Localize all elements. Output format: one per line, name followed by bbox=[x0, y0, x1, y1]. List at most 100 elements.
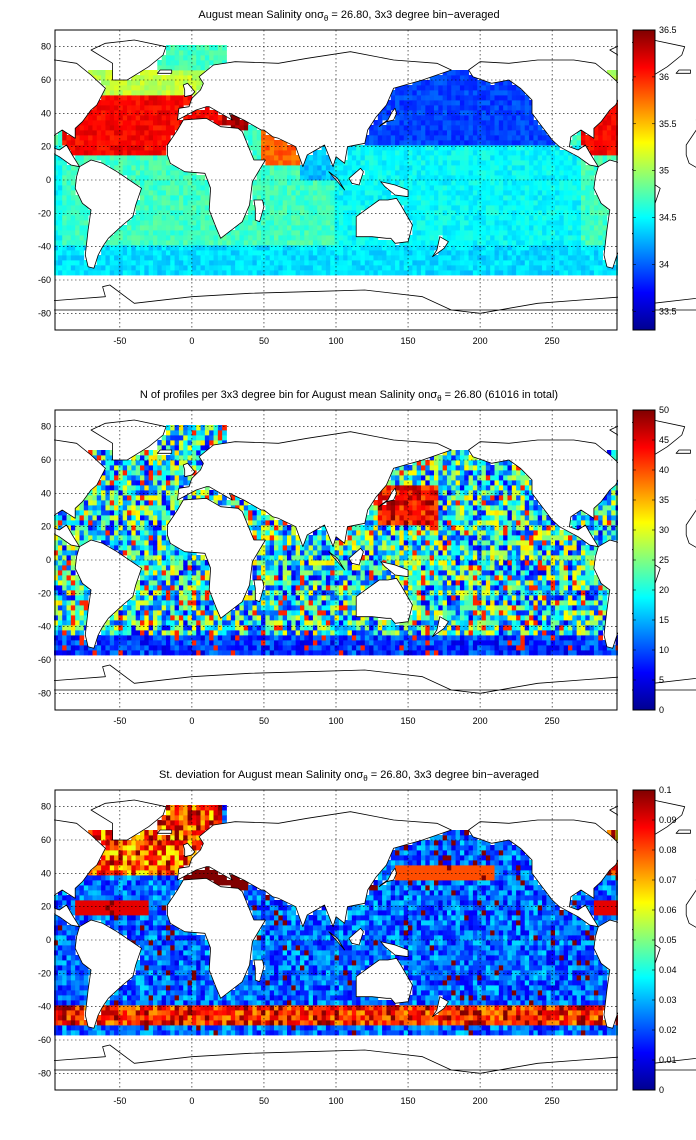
heatmap-cell bbox=[152, 460, 158, 466]
heatmap-cell bbox=[516, 95, 521, 101]
heatmap-cell bbox=[529, 145, 534, 151]
heatmap-cell bbox=[472, 215, 478, 221]
heatmap-cell bbox=[127, 90, 132, 96]
heatmap-cell bbox=[144, 465, 150, 471]
heatmap-cell bbox=[174, 210, 180, 216]
heatmap-cell bbox=[261, 245, 266, 251]
heatmap-cell bbox=[239, 235, 245, 241]
heatmap-cell bbox=[498, 115, 504, 121]
heatmap-cell bbox=[312, 265, 318, 271]
heatmap-cell bbox=[291, 250, 297, 256]
heatmap-cell bbox=[170, 80, 175, 86]
heatmap-cell bbox=[611, 135, 616, 141]
heatmap-cell bbox=[507, 90, 513, 96]
heatmap-cell bbox=[265, 220, 271, 226]
heatmap-cell bbox=[412, 265, 418, 271]
heatmap-cell bbox=[438, 75, 444, 81]
heatmap-cell bbox=[248, 260, 253, 266]
heatmap-cell bbox=[287, 170, 292, 176]
heatmap-cell bbox=[459, 245, 465, 251]
heatmap-cell bbox=[248, 245, 253, 251]
heatmap-cell bbox=[325, 265, 331, 271]
heatmap-cell bbox=[593, 135, 599, 141]
heatmap-cell bbox=[92, 75, 98, 81]
heatmap-cell bbox=[131, 245, 137, 251]
heatmap-cell bbox=[498, 270, 504, 276]
heatmap-cell bbox=[135, 555, 141, 561]
heatmap-cell bbox=[559, 195, 565, 201]
heatmap-cell bbox=[183, 635, 188, 641]
heatmap-cell bbox=[425, 210, 431, 216]
heatmap-cell bbox=[174, 120, 180, 126]
heatmap-cell bbox=[256, 170, 262, 176]
heatmap-cell bbox=[451, 255, 456, 261]
heatmap-cell bbox=[580, 240, 586, 246]
heatmap-cell bbox=[360, 180, 366, 186]
heatmap-cell bbox=[511, 170, 517, 176]
heatmap-cell bbox=[109, 245, 115, 251]
heatmap-cell bbox=[395, 150, 400, 156]
heatmap-cell bbox=[451, 195, 456, 201]
heatmap-cell bbox=[593, 255, 599, 261]
heatmap-cell bbox=[152, 255, 158, 261]
heatmap-cell bbox=[88, 650, 93, 656]
heatmap-cell bbox=[299, 260, 305, 266]
heatmap-cell bbox=[105, 525, 111, 531]
heatmap-cell bbox=[451, 235, 456, 241]
heatmap-cell bbox=[451, 160, 456, 166]
heatmap-cell bbox=[602, 140, 608, 146]
heatmap-cell bbox=[79, 525, 85, 531]
heatmap-cell bbox=[468, 215, 474, 221]
heatmap-cell bbox=[83, 535, 89, 541]
heatmap-cell bbox=[373, 135, 379, 141]
heatmap-cell bbox=[537, 155, 543, 161]
heatmap-cell bbox=[291, 180, 297, 186]
heatmap-cell bbox=[209, 610, 214, 616]
heatmap-cell bbox=[157, 615, 163, 621]
heatmap-cell bbox=[144, 640, 150, 646]
heatmap-cell bbox=[412, 175, 418, 181]
heatmap-cell bbox=[191, 590, 197, 596]
heatmap-cell bbox=[75, 575, 80, 581]
heatmap-cell bbox=[243, 260, 249, 266]
heatmap-cell bbox=[304, 240, 310, 246]
heatmap-cell bbox=[455, 115, 461, 121]
heatmap-cell bbox=[135, 625, 141, 631]
heatmap-cell bbox=[187, 270, 193, 276]
heatmap-cell bbox=[196, 625, 201, 631]
heatmap-cell bbox=[511, 250, 517, 256]
heatmap-cell bbox=[157, 200, 163, 206]
plot-frame bbox=[54, 29, 618, 331]
heatmap-cell bbox=[140, 480, 145, 486]
heatmap-cell bbox=[498, 105, 504, 111]
heatmap-cell bbox=[343, 205, 348, 211]
heatmap-cell bbox=[412, 170, 418, 176]
heatmap-cell bbox=[399, 135, 405, 141]
heatmap-cell bbox=[70, 165, 76, 171]
heatmap-cell bbox=[140, 70, 145, 76]
heatmap-cell bbox=[611, 110, 616, 116]
heatmap-cell bbox=[196, 650, 201, 656]
heatmap-cell bbox=[382, 115, 387, 121]
heatmap-cell bbox=[170, 610, 175, 616]
heatmap-cell bbox=[62, 185, 67, 191]
heatmap-cell bbox=[53, 235, 59, 241]
heatmap-cell bbox=[317, 165, 322, 171]
heatmap-cell bbox=[459, 130, 465, 136]
heatmap-cell bbox=[152, 550, 158, 556]
heatmap-cell bbox=[256, 180, 262, 186]
heatmap-cell bbox=[196, 595, 201, 601]
heatmap-cell bbox=[122, 480, 128, 486]
heatmap-cell bbox=[140, 95, 145, 101]
heatmap-cell bbox=[559, 245, 565, 251]
heatmap-cell bbox=[416, 205, 422, 211]
heatmap-cell bbox=[269, 205, 275, 211]
heatmap-cell bbox=[498, 190, 504, 196]
heatmap-cell bbox=[412, 90, 418, 96]
heatmap-cell bbox=[92, 645, 98, 651]
heatmap-cell bbox=[174, 575, 180, 581]
heatmap-cell bbox=[105, 530, 111, 536]
heatmap-cell bbox=[196, 45, 201, 51]
heatmap-cell bbox=[62, 195, 67, 201]
heatmap-cell bbox=[542, 140, 547, 146]
